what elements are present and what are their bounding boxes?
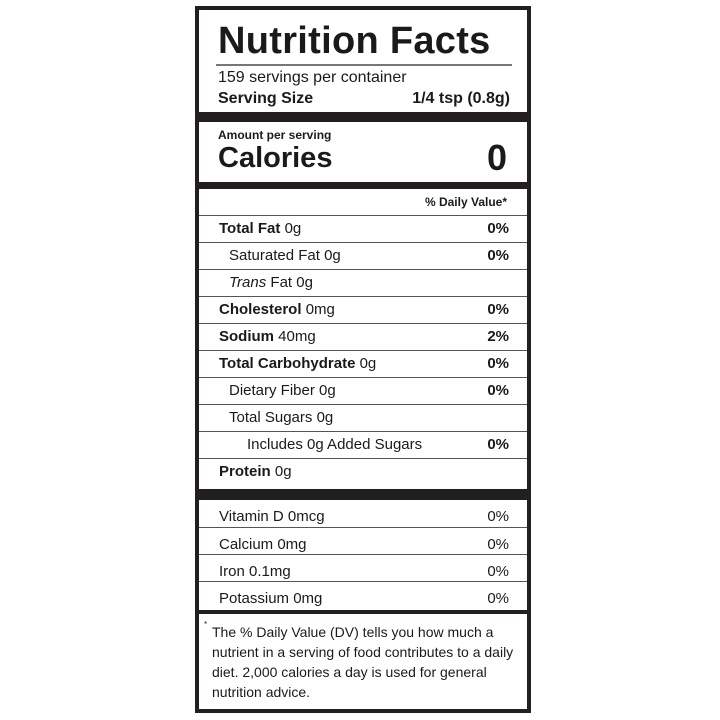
serving-size-label: Serving Size — [218, 90, 314, 107]
footnote-section: * The % Daily Value (DV) tells you how m… — [199, 614, 527, 709]
vitamin-row: Iron 0.1mg 0% — [199, 554, 527, 580]
nutrient-name: Sodium 40mg — [219, 328, 316, 345]
nutrient-row: Trans Fat 0g — [199, 269, 527, 295]
nutrient-daily-value: 0% — [487, 220, 509, 237]
nutrient-row: Saturated Fat 0g 0% — [199, 242, 527, 268]
calories-value: 0 — [486, 137, 507, 178]
nutrition-facts-label: Nutrition Facts 159 servings per contain… — [195, 6, 531, 713]
nutrient-daily-value: 0% — [487, 436, 509, 453]
vitamins-section: Vitamin D 0mcg 0% Calcium 0mg 0% Iron 0.1mg 0… — [199, 500, 527, 610]
nutrient-row: Includes 0g Added Sugars 0% — [199, 431, 527, 457]
servings-per-container: 159 servings per container — [218, 69, 407, 86]
vitamin-name: Vitamin D 0mcg — [219, 508, 325, 525]
title: Nutrition Facts — [218, 20, 491, 62]
vitamin-row: Potassium 0mg 0% — [199, 581, 527, 607]
title-rule — [216, 64, 512, 66]
nutrient-name: Total Fat 0g — [219, 220, 302, 237]
calories-label: Calories — [218, 142, 333, 174]
vitamin-row: Calcium 0mg 0% — [199, 527, 527, 553]
daily-value-header: % Daily Value* — [424, 195, 507, 209]
vitamin-daily-value: 0% — [487, 590, 509, 607]
header-section: Nutrition Facts 159 servings per contain… — [199, 10, 527, 112]
nutrient-name: Dietary Fiber 0g — [229, 382, 336, 399]
nutrient-row: Cholesterol 0mg 0% — [199, 296, 527, 322]
nutrient-daily-value: 2% — [487, 328, 509, 345]
vitamin-name: Calcium 0mg — [219, 536, 307, 553]
nutrients-section: % Daily Value* Total Fat 0g 0% Saturated F… — [199, 189, 527, 489]
nutrient-name: Total Sugars 0g — [229, 409, 334, 426]
nutrient-daily-value: 0% — [487, 247, 509, 264]
vitamin-name: Potassium 0mg — [219, 590, 323, 607]
nutrient-row: Total Fat 0g 0% — [199, 215, 527, 241]
vitamin-row: Vitamin D 0mcg 0% — [199, 500, 527, 526]
nutrient-name: Trans Fat 0g — [229, 274, 313, 291]
nutrient-daily-value: 0% — [487, 382, 509, 399]
nutrient-row: Total Sugars 0g — [199, 404, 527, 430]
footnote-text: The % Daily Value (DV) tells you how muc… — [212, 624, 514, 700]
nutrient-row: Dietary Fiber 0g 0% — [199, 377, 527, 403]
nutrient-daily-value: 0% — [487, 301, 509, 318]
vitamin-daily-value: 0% — [487, 536, 509, 553]
nutrient-name: Saturated Fat 0g — [229, 247, 341, 264]
vitamin-daily-value: 0% — [487, 563, 509, 580]
footnote-mark: * — [204, 620, 208, 629]
nutrient-row: Protein 0g — [199, 458, 527, 484]
nutrient-row: Total Carbohydrate 0g 0% — [199, 350, 527, 376]
nutrient-name: Total Carbohydrate 0g — [219, 355, 377, 372]
nutrient-name: Includes 0g Added Sugars — [247, 436, 423, 453]
nutrient-daily-value: 0% — [487, 355, 509, 372]
amount-per-serving: Amount per serving — [218, 128, 332, 142]
nutrient-name: Cholesterol 0mg — [219, 301, 335, 318]
vitamin-name: Iron 0.1mg — [219, 563, 291, 580]
nutrient-row: Sodium 40mg 2% — [199, 323, 527, 349]
calories-section: Amount per serving Calories 0 — [199, 122, 527, 182]
nutrient-name: Protein 0g — [219, 463, 292, 480]
serving-size-value: 1/4 tsp (0.8g) — [412, 90, 510, 107]
vitamin-daily-value: 0% — [487, 508, 509, 525]
